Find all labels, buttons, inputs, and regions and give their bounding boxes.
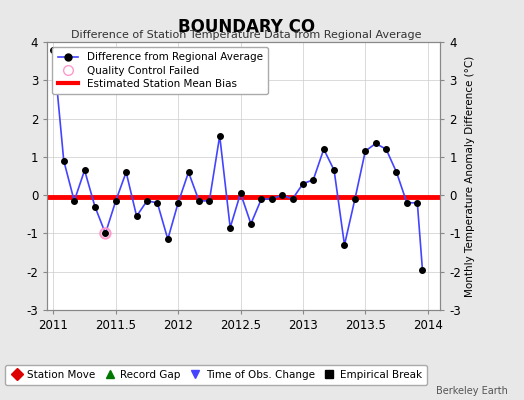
Point [163,236,172,242]
Point [418,267,427,273]
Point [195,198,203,204]
Point [392,169,401,175]
Point [60,158,68,164]
Point [278,192,286,198]
Point [153,200,161,206]
Point [340,242,348,248]
Text: Difference of Station Temperature Data from Regional Average: Difference of Station Temperature Data f… [71,30,421,40]
Point [80,167,89,174]
Point [215,133,224,139]
Point [257,196,266,202]
Point [184,169,193,175]
Point [402,200,411,206]
Point [330,167,339,174]
Point [143,198,151,204]
Point [247,221,255,227]
Point [288,196,297,202]
Point [372,140,380,147]
Point [320,146,328,152]
Point [112,198,120,204]
Point [101,230,110,237]
Y-axis label: Monthly Temperature Anomaly Difference (°C): Monthly Temperature Anomaly Difference (… [465,55,475,297]
Point [382,146,390,152]
Point [133,213,141,219]
Point [361,148,369,154]
Point [70,198,79,204]
Point [205,198,214,204]
Point [351,196,359,202]
Point [49,46,58,53]
Legend: Station Move, Record Gap, Time of Obs. Change, Empirical Break: Station Move, Record Gap, Time of Obs. C… [5,365,427,385]
Text: Berkeley Earth: Berkeley Earth [436,386,508,396]
Point [174,200,182,206]
Point [226,224,234,231]
Point [268,196,276,202]
Point [299,180,307,187]
Point [236,190,245,196]
Point [122,169,130,175]
Text: BOUNDARY CO: BOUNDARY CO [178,18,315,36]
Point [91,204,99,210]
Point [101,230,110,237]
Point [413,200,421,206]
Point [309,177,318,183]
